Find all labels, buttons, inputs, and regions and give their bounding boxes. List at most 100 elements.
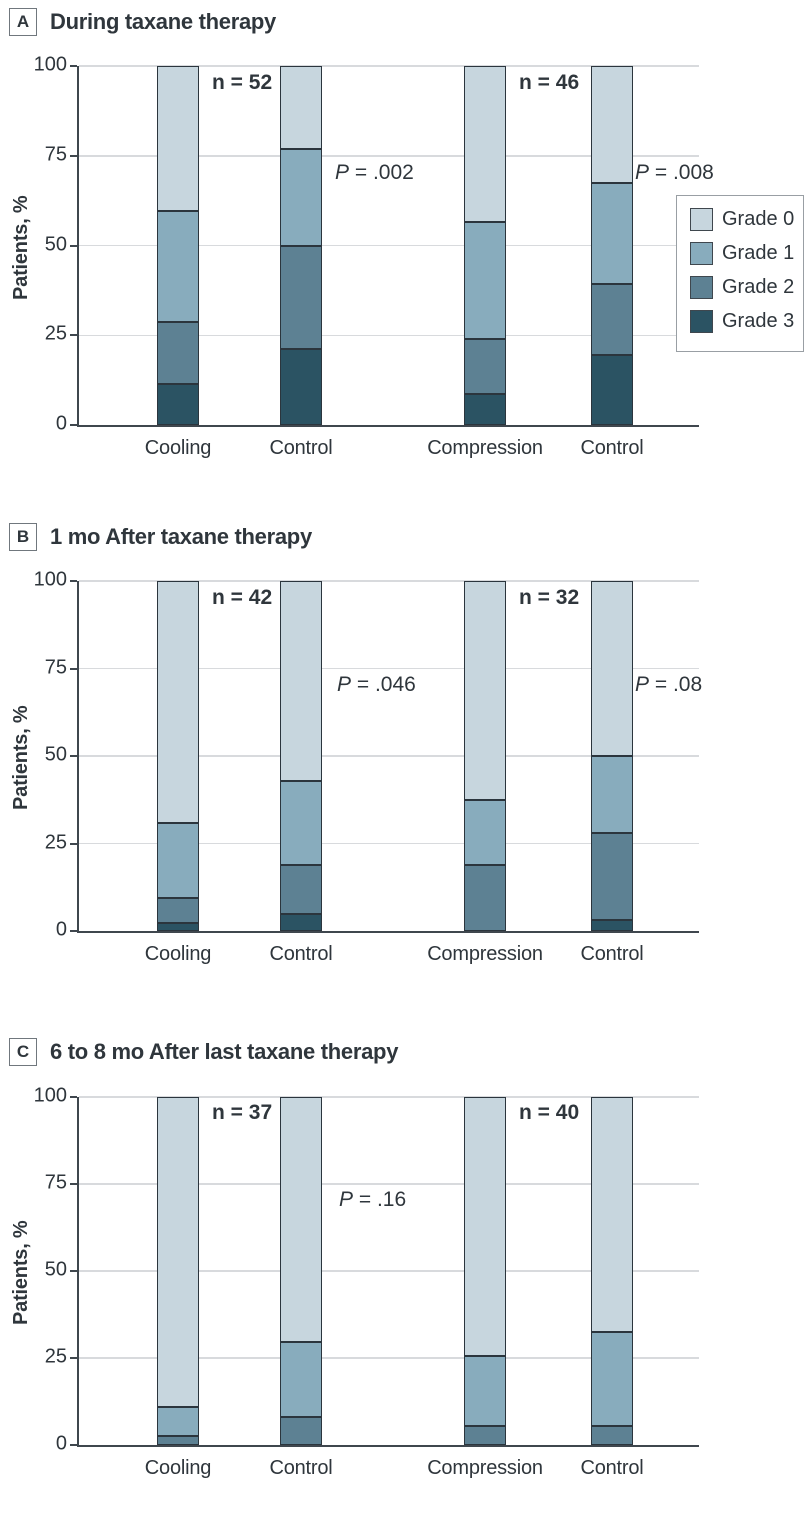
y-axis-tick bbox=[70, 667, 77, 670]
grade-1-swatch bbox=[690, 242, 713, 265]
grade-3-swatch bbox=[690, 310, 713, 333]
p-value-label: P = .046 bbox=[337, 673, 416, 696]
y-axis-tick bbox=[70, 930, 77, 932]
panel-b-y-axis-label: Patients, % bbox=[10, 705, 32, 811]
legend-box: Grade 0 Grade 1 Grade 2 Grade 3 bbox=[676, 195, 804, 352]
x-category-label: Cooling bbox=[144, 943, 212, 965]
gridline-100 bbox=[79, 1096, 699, 1098]
bar-segment-grade-1 bbox=[157, 822, 199, 898]
bar-segment-grade-1 bbox=[591, 183, 633, 285]
y-axis-tick-label: 100 bbox=[33, 568, 67, 591]
bar-segment-grade-1 bbox=[464, 799, 506, 866]
bar-segment-grade-2 bbox=[280, 245, 322, 349]
panel-b-header: B 1 mo After taxane therapy bbox=[9, 523, 312, 551]
gridline-50 bbox=[79, 1270, 699, 1272]
bar-segment-grade-0 bbox=[591, 1097, 633, 1332]
n-count-label: n = 32 bbox=[519, 585, 580, 609]
gridline-100 bbox=[79, 580, 699, 582]
x-category-label: Compression bbox=[427, 943, 543, 965]
bar-segment-grade-0 bbox=[464, 66, 506, 223]
bar-segment-grade-2 bbox=[591, 832, 633, 921]
y-axis-tick-label: 25 bbox=[44, 830, 67, 853]
gridline-25 bbox=[79, 842, 699, 845]
bar-segment-grade-0 bbox=[591, 581, 633, 756]
panel-b-title: 1 mo After taxane therapy bbox=[50, 524, 312, 549]
p-value-label: P = .08 bbox=[635, 673, 703, 696]
y-axis-tick-label: 25 bbox=[44, 1345, 67, 1368]
x-category-label: Cooling bbox=[144, 437, 212, 459]
y-axis-tick-label: 50 bbox=[44, 1258, 67, 1281]
gridline-100 bbox=[79, 65, 699, 67]
panel-b-letter-badge: B bbox=[9, 523, 37, 551]
x-category-label: Compression bbox=[427, 437, 543, 459]
x-category-label: Control bbox=[580, 437, 644, 459]
y-axis-tick-label: 0 bbox=[55, 1432, 67, 1455]
panel-b-plot-area: 0 25 50 75 100 Cooling Control Compression Contr… bbox=[34, 568, 703, 965]
gridline-25 bbox=[79, 1357, 699, 1359]
bar-segment-grade-2 bbox=[157, 897, 199, 923]
p-italic-letter: P bbox=[337, 673, 352, 696]
y-axis-tick-label: 75 bbox=[44, 1171, 67, 1194]
legend-item-grade-2: Grade 2 bbox=[690, 276, 803, 299]
legend-item-grade-1: Grade 1 bbox=[690, 242, 803, 265]
bar-segment-grade-1 bbox=[157, 1407, 199, 1436]
panel-c-title: 6 to 8 mo After last taxane therapy bbox=[50, 1039, 399, 1064]
grade-0-label: Grade 0 bbox=[722, 208, 795, 230]
p-italic-letter: P bbox=[635, 160, 650, 184]
p-italic-letter: P bbox=[335, 160, 350, 184]
bar-segment-grade-2 bbox=[591, 1425, 633, 1445]
y-axis-tick-label: 50 bbox=[44, 743, 67, 766]
bar-segment-grade-0 bbox=[157, 1097, 199, 1408]
bar-segment-grade-1 bbox=[464, 1355, 506, 1426]
panel-a-y-axis-label: Patients, % bbox=[10, 195, 32, 301]
bar-segment-grade-0 bbox=[280, 581, 322, 781]
y-axis-tick-label: 0 bbox=[55, 412, 67, 435]
x-category-label: Compression bbox=[427, 1457, 543, 1479]
bar-segment-grade-1 bbox=[591, 756, 633, 833]
bar-segment-grade-2 bbox=[464, 865, 506, 931]
y-axis-tick bbox=[70, 1183, 77, 1185]
y-axis-tick bbox=[70, 334, 77, 337]
panel-c: C 6 to 8 mo After last taxane therapy Pa… bbox=[0, 1010, 807, 1513]
bar-segment-grade-2 bbox=[157, 321, 199, 384]
bar-segment-grade-0 bbox=[591, 66, 633, 184]
panel-a-letter-badge: A bbox=[9, 8, 37, 36]
x-category-label: Control bbox=[269, 1457, 333, 1479]
y-axis-tick bbox=[70, 424, 77, 426]
panel-a: A During taxane therapy Patients, % 0 25 5… bbox=[0, 0, 807, 505]
bar-segment-grade-3 bbox=[591, 920, 633, 931]
bar-segment-grade-3 bbox=[280, 914, 322, 931]
bar-segment-grade-2 bbox=[591, 284, 633, 355]
y-axis-tick bbox=[70, 65, 77, 67]
y-axis-tick bbox=[70, 1444, 77, 1446]
p-value-label: P = .002 bbox=[335, 160, 414, 184]
bar-segment-grade-1 bbox=[157, 211, 199, 322]
bar-segment-grade-3 bbox=[591, 354, 633, 425]
y-axis-tick bbox=[70, 842, 77, 845]
y-axis-tick bbox=[70, 1270, 77, 1272]
bar-segment-grade-0 bbox=[464, 1097, 506, 1356]
bar-segment-grade-3 bbox=[280, 348, 322, 425]
y-axis-tick-label: 75 bbox=[44, 655, 67, 678]
grade-0-swatch bbox=[690, 208, 713, 231]
p-italic-letter: P bbox=[635, 673, 650, 696]
y-axis-tick bbox=[70, 154, 77, 157]
bar-segment-grade-3 bbox=[157, 922, 199, 931]
bar-segment-grade-0 bbox=[157, 66, 199, 212]
bar-segment-grade-0 bbox=[157, 581, 199, 823]
gridline-25 bbox=[79, 334, 699, 336]
panel-c-y-axis-label: Patients, % bbox=[10, 1220, 32, 1326]
bar-segment-grade-0 bbox=[464, 581, 506, 800]
y-axis-tick bbox=[70, 580, 77, 582]
bar-segment-grade-0 bbox=[280, 1097, 322, 1342]
bar-segment-grade-2 bbox=[280, 1416, 322, 1445]
legend-item-grade-0: Grade 0 bbox=[690, 208, 803, 231]
bar-segment-grade-1 bbox=[464, 222, 506, 340]
grade-1-label: Grade 1 bbox=[722, 242, 795, 264]
p-value-label: P = .008 bbox=[635, 160, 714, 184]
y-axis-tick bbox=[70, 244, 77, 247]
panel-c-letter-badge: C bbox=[9, 1038, 37, 1066]
gridline-50 bbox=[79, 244, 699, 247]
bar-segment-grade-1 bbox=[280, 780, 322, 865]
